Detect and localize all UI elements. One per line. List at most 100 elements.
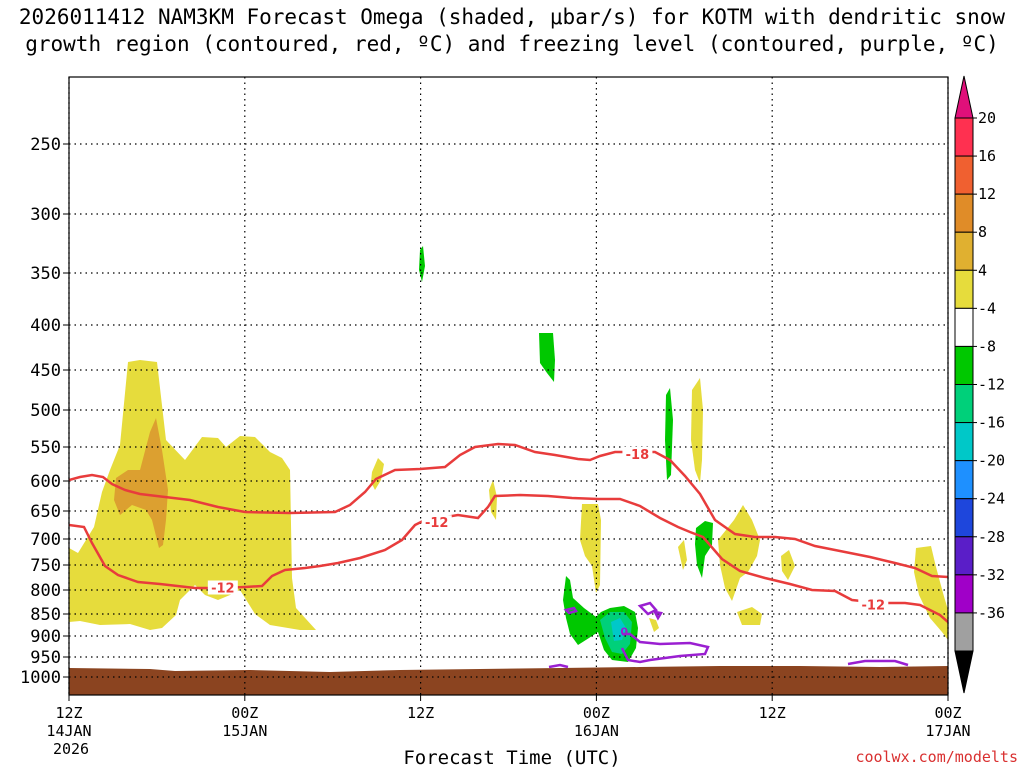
dgz-contour-minus18 xyxy=(69,442,948,579)
x-tick-label-time: 12Z xyxy=(55,704,82,722)
colorbar-level-label: -12 xyxy=(978,376,1005,394)
x-tick-label-date: 14JAN xyxy=(46,722,91,740)
y-tick-label: 950 xyxy=(30,648,61,668)
x-tick-label-time: 00Z xyxy=(231,704,258,722)
contour-label-bg xyxy=(207,580,238,595)
colorbar-swatch xyxy=(954,384,974,424)
colorbar-level-label: 16 xyxy=(978,147,996,165)
omega-positive-patch xyxy=(737,607,762,625)
omega-positive-patch xyxy=(914,546,948,640)
chart-title-line2: growth region (contoured, red, ºC) and f… xyxy=(25,32,999,56)
colorbar-level-label: 12 xyxy=(978,185,996,203)
gridlines xyxy=(68,77,949,695)
freezing-contour xyxy=(637,601,658,616)
y-tick-label: 450 xyxy=(30,361,61,381)
colorbar-swatch xyxy=(954,460,974,500)
colorbar-level-label: 8 xyxy=(978,223,987,241)
colorbar-swatch xyxy=(954,193,974,233)
y-tick-label: 750 xyxy=(30,556,61,576)
x-tick-label-time: 12Z xyxy=(759,704,786,722)
contour-labels: -18 -12 -12 -12 0 xyxy=(207,446,889,639)
chart-title-line1: 2026011412 NAM3KM Forecast Omega (shaded… xyxy=(18,5,1006,29)
omega-positive-patch xyxy=(781,550,795,580)
dgz-label-minus18: -18 xyxy=(626,448,650,463)
ground-terrain xyxy=(69,666,948,695)
omega-colorbar: 20 16 12 8 4 -4 -8 -12 -16 -20 -24 -28 -32 -36 xyxy=(954,75,1005,694)
colorbar-swatch xyxy=(954,231,974,271)
omega-shading xyxy=(69,246,948,662)
dgz-label-minus12-b: -12 xyxy=(211,582,235,597)
freezing-contour xyxy=(847,659,909,667)
y-tick-label: 850 xyxy=(30,605,61,625)
colorbar-swatch xyxy=(954,155,974,195)
colorbar-arrow-top xyxy=(954,75,974,119)
freezing-contour xyxy=(563,606,578,615)
colorbar-swatch xyxy=(954,345,974,385)
omega-positive-patch xyxy=(371,458,384,490)
colorbar-level-label: 4 xyxy=(978,261,987,279)
x-tick-label-date: 15JAN xyxy=(222,722,267,740)
y-tick-label: 1000 xyxy=(20,668,61,688)
contour-label-bg xyxy=(858,597,889,612)
colorbar-level-label: -32 xyxy=(978,566,1005,584)
y-axis: 2503003504004505005506006507007508008509… xyxy=(20,135,69,688)
y-tick-label: 350 xyxy=(30,264,61,284)
freezing-contour xyxy=(548,663,569,669)
colorbar-swatch xyxy=(954,307,974,347)
omega-positive-patch xyxy=(691,378,703,483)
colorbar-level-label: -4 xyxy=(978,299,996,317)
omega-positive-patch xyxy=(580,504,601,593)
x-tick-label-time: 00Z xyxy=(583,704,610,722)
colorbar-level-label: -16 xyxy=(978,414,1005,432)
colorbar-level-label: 20 xyxy=(978,109,996,127)
colorbar-swatch xyxy=(954,117,974,157)
y-tick-label: 250 xyxy=(30,135,61,155)
colorbar-level-label: -24 xyxy=(978,490,1005,508)
colorbar-level-label: -20 xyxy=(978,452,1005,470)
omega-positive-region-west xyxy=(69,360,316,630)
x-axis-title: Forecast Time (UTC) xyxy=(403,747,621,769)
omega-negative-patch xyxy=(419,246,425,282)
x-axis-year-label: 2026 xyxy=(52,740,90,758)
colorbar-swatch xyxy=(954,574,974,614)
x-tick-label-time: 00Z xyxy=(934,704,961,722)
x-tick-label-time: 12Z xyxy=(407,704,434,722)
omega-negative-patch xyxy=(539,333,555,382)
colorbar-arrow-bottom xyxy=(954,650,974,694)
colorbar-swatch xyxy=(954,498,974,538)
y-tick-label: 300 xyxy=(30,205,61,225)
x-tick-label-date: 16JAN xyxy=(574,722,619,740)
colorbar-swatch xyxy=(954,536,974,576)
contour-label-bg xyxy=(622,446,653,461)
omega-positive-patch xyxy=(678,540,687,570)
colorbar-swatch xyxy=(954,422,974,462)
omega-positive-core xyxy=(114,418,168,548)
freezing-contour xyxy=(652,610,664,621)
freezing-contour xyxy=(620,632,710,664)
colorbar-swatch xyxy=(954,269,974,309)
colorbar-level-label: -8 xyxy=(978,337,996,355)
y-tick-label: 500 xyxy=(30,401,61,421)
y-tick-label: 800 xyxy=(30,581,61,601)
colorbar-swatch xyxy=(954,612,974,652)
freezing-level-contours xyxy=(548,601,909,669)
dgz-label-minus12-c: -12 xyxy=(862,598,886,613)
freezing-level-label: 0 xyxy=(620,626,628,639)
credit-text: coolwx.com/modelts xyxy=(855,748,1018,766)
contour-label-bg xyxy=(421,515,452,530)
omega-negative-patch xyxy=(665,388,673,480)
omega-negative-patch xyxy=(695,521,713,578)
y-tick-label: 700 xyxy=(30,530,61,550)
y-tick-label: 550 xyxy=(30,438,61,458)
colorbar-level-label: -36 xyxy=(978,604,1005,622)
plot-frame xyxy=(68,76,949,696)
dgz-label-minus12-a: -12 xyxy=(425,516,449,531)
y-tick-label: 600 xyxy=(30,472,61,492)
colorbar-level-label: -28 xyxy=(978,528,1005,546)
y-tick-label: 400 xyxy=(30,316,61,336)
omega-positive-patch xyxy=(718,505,760,601)
y-tick-label: 900 xyxy=(30,627,61,647)
x-tick-label-date: 17JAN xyxy=(925,722,970,740)
